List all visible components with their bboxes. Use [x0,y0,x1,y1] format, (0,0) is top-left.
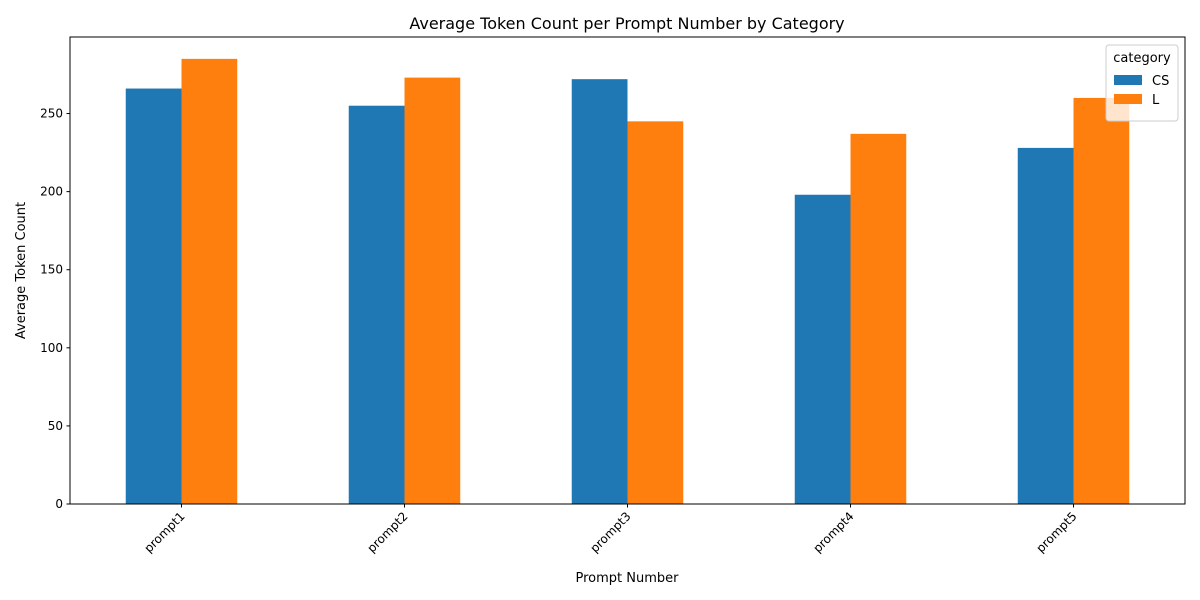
bar-CS-prompt1 [125,88,182,504]
y-tick-label: 200 [40,185,63,199]
legend-entries: CS L [1114,74,1169,108]
y-tick-label: 0 [55,497,63,511]
chart-title: Average Token Count per Prompt Number by… [409,14,844,33]
bar-L-prompt3 [627,121,684,504]
bar-L-prompt5 [1073,97,1130,504]
x-axis-label: Prompt Number [576,571,680,586]
bar-CS-prompt2 [348,105,405,504]
legend-swatch-L [1114,94,1142,104]
legend-label-CS: CS [1152,74,1169,89]
legend-label-L: L [1152,93,1160,108]
y-tick-label: 100 [40,341,63,355]
y-axis: 0 50 100 150 200 250 [40,107,70,511]
bar-L-prompt4 [850,133,907,504]
legend: category CS L [1105,44,1179,122]
plot-frame [69,36,1186,505]
y-tick-label: 250 [40,107,63,121]
bar-CS-prompt5 [1017,147,1074,504]
bar-CS-prompt3 [571,79,628,505]
bar-L-prompt1 [181,58,238,505]
legend-swatch-CS [1114,75,1142,85]
y-tick-label: 150 [40,263,63,277]
bar-L-prompt2 [404,77,461,505]
y-tick-label: 50 [48,419,63,433]
legend-title: category [1113,51,1171,66]
y-axis-label: Average Token Count [14,202,29,339]
bar-CS-prompt4 [794,194,851,504]
bars-group [125,58,1130,505]
